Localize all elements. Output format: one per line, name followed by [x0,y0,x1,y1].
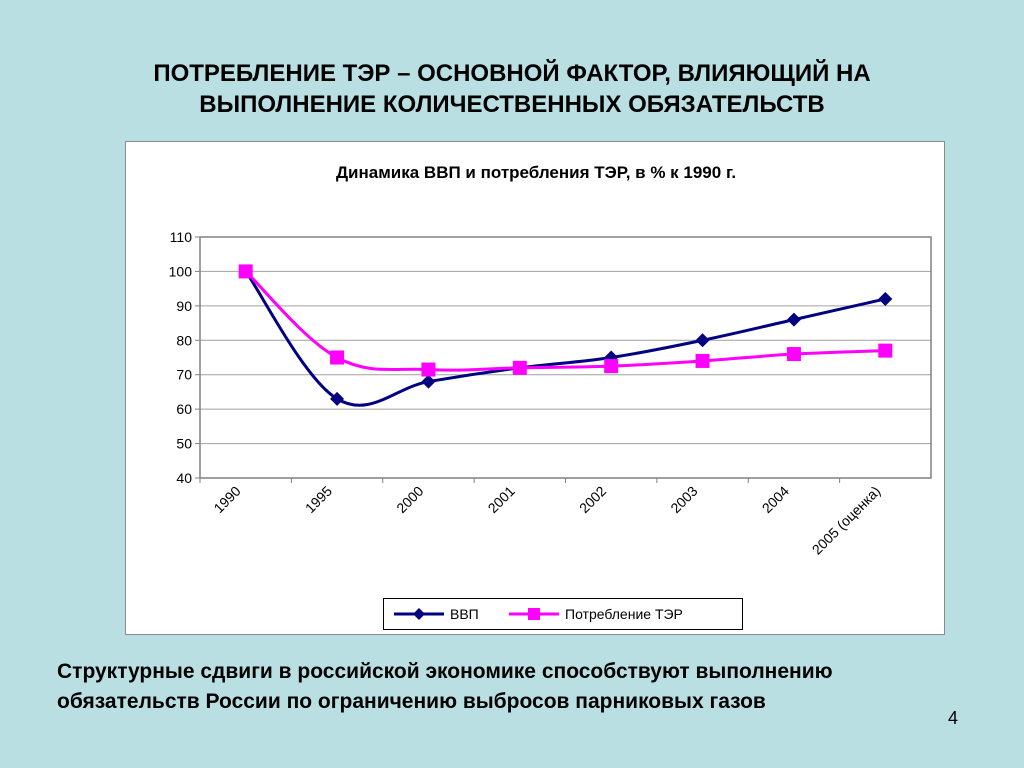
y-tick-label: 90 [176,298,192,314]
legend-item-energy: Потребление ТЭР [509,599,683,629]
legend-item-gdp: ВВП [394,599,479,629]
series-0 [238,264,893,407]
slide-title-line-1: ПОТРЕБЛЕНИЕ ТЭР – ОСНОВНОЙ ФАКТОР, ВЛИЯЮ… [153,60,871,87]
data-point-diamond [695,333,710,348]
chart-area: Динамика ВВП и потребления ТЭР, в % к 19… [125,141,945,635]
data-point-square [604,359,619,374]
x-tick-label: 2001 [485,483,518,516]
legend: ВВП Потребление ТЭР [383,598,743,630]
y-tick-label: 110 [170,229,193,245]
slide-title: ПОТРЕБЛЕНИЕ ТЭР – ОСНОВНОЙ ФАКТОР, ВЛИЯЮ… [40,58,984,120]
caption-line-1: Структурные сдвиги в российской экономик… [57,660,833,683]
legend-gdp-label: ВВП [450,606,479,622]
data-point-square [421,362,436,377]
data-point-diamond [786,312,801,327]
plot-area [199,236,932,479]
y-tick-label: 60 [176,401,192,417]
data-point-square [695,353,710,368]
y-tick-label: 70 [176,367,192,383]
data-point-square [786,347,801,362]
caption: Структурные сдвиги в российской экономик… [57,657,1017,717]
x-tick-label: 2000 [393,483,426,516]
y-tick-label: 50 [176,436,192,452]
page-number: 4 [948,708,959,728]
x-tick-label: 2005 (оценка) [809,483,884,558]
data-point-diamond [878,291,893,306]
chart-title: Динамика ВВП и потребления ТЭР, в % к 19… [336,163,736,182]
y-tick-label: 40 [176,470,192,486]
data-point-square [330,350,345,365]
data-point-square [878,343,893,358]
legend-energy-label: Потребление ТЭР [565,606,683,622]
data-point-square [512,360,527,375]
legend-gdp-swatch [394,608,444,620]
x-tick-label: 2003 [667,483,700,516]
x-tick-label: 1995 [302,483,335,516]
slide-title-line-2: ВЫПОЛНЕНИЕ КОЛИЧЕСТВЕННЫХ ОБЯЗАТЕЛЬСТВ [199,91,825,118]
y-tick-label: 100 [169,263,193,279]
x-tick-label: 2002 [576,483,609,516]
data-point-diamond [330,391,345,406]
line-chart: Динамика ВВП и потребления ТЭР, в % к 19… [169,163,932,558]
x-tick-label: 2004 [759,483,792,516]
caption-line-2: обязательств России по ограничению выбро… [57,690,766,713]
series-1 [238,264,893,377]
x-tick-label: 1990 [210,483,243,516]
legend-energy-swatch [509,608,559,620]
data-point-diamond [421,374,436,389]
data-point-square [238,264,253,279]
y-tick-label: 80 [176,332,192,348]
series-line-0 [244,270,886,407]
